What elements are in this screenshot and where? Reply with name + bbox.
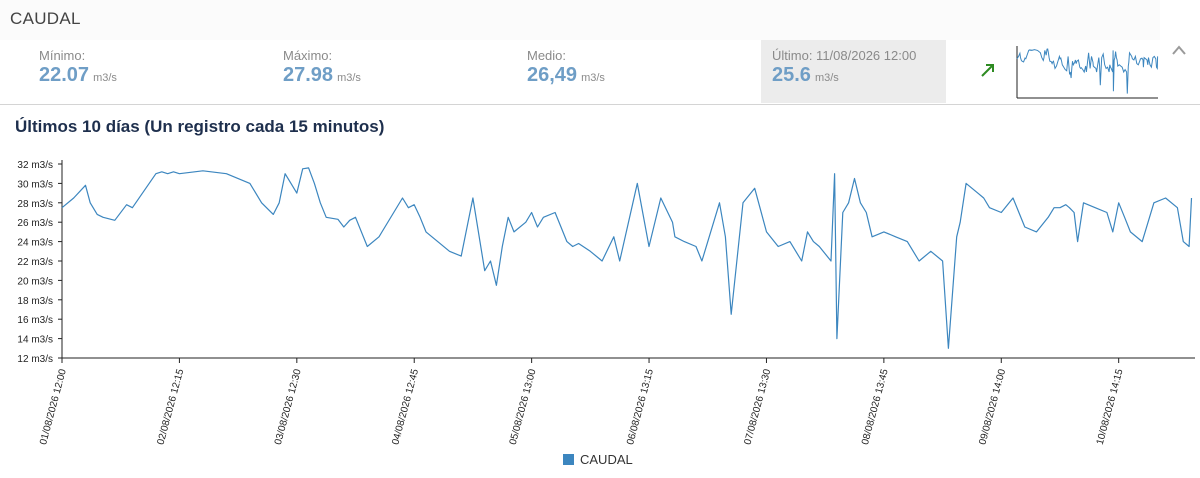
sparkline-chart xyxy=(1016,46,1159,99)
arrow-up-right-icon xyxy=(981,64,994,77)
x-tick-label: 07/08/2026 13:30 xyxy=(743,368,774,445)
y-tick-label: 30 m3/s xyxy=(17,179,53,190)
panel-header xyxy=(0,0,1160,40)
y-tick-label: 12 m3/s xyxy=(17,354,53,365)
legend-item-caudal[interactable]: CAUDAL xyxy=(563,452,633,467)
flow-line-chart: 32 m3/s 30 m3/s 28 m3/s 26 m3/s 24 m3/s 22 m3… xyxy=(17,160,1195,445)
y-tick-label: 26 m3/s xyxy=(17,218,53,229)
series-line-caudal xyxy=(61,167,1193,349)
y-tick-label: 16 m3/s xyxy=(17,315,53,326)
stat-minimum: Mínimo: 22.07 m3/s xyxy=(39,48,117,87)
chevron-up-icon[interactable] xyxy=(1168,40,1190,60)
stat-last-value: 25.6 xyxy=(772,64,811,86)
stat-last: Último: 11/08/2026 12:00 25.6 m3/s xyxy=(772,48,916,87)
stat-maximum: Máximo: 27.98 m3/s xyxy=(283,48,361,87)
y-tick-label: 24 m3/s xyxy=(17,238,53,249)
x-tick-label: 09/08/2026 14:00 xyxy=(977,368,1008,445)
x-tick-label: 05/08/2026 13:00 xyxy=(508,368,539,445)
x-tick-label: 08/08/2026 13:45 xyxy=(860,368,891,445)
stat-last-label: Último: 11/08/2026 12:00 xyxy=(772,48,917,63)
y-tick-label: 18 m3/s xyxy=(17,296,53,307)
x-tick-label: 03/08/2026 12:30 xyxy=(273,368,304,445)
y-tick-label: 28 m3/s xyxy=(17,199,53,210)
stat-mean-unit: m3/s xyxy=(581,72,605,84)
stat-minimum-unit: m3/s xyxy=(93,72,117,84)
stat-maximum-label: Máximo: xyxy=(283,48,333,63)
y-tick-label: 14 m3/s xyxy=(17,335,53,346)
stat-maximum-value: 27.98 xyxy=(283,64,334,86)
y-tick-label: 20 m3/s xyxy=(17,276,53,287)
sparkline-line xyxy=(1016,48,1159,94)
last-reading-box xyxy=(761,40,946,103)
stat-mean: Medio: 26,49 m3/s xyxy=(527,48,605,87)
legend-label: CAUDAL xyxy=(580,452,633,467)
x-tick-label: 02/08/2026 12:15 xyxy=(156,368,187,445)
stat-mean-value: 26,49 xyxy=(527,64,578,86)
section-title: CAUDAL xyxy=(10,9,81,28)
x-tick-label: 01/08/2026 12:00 xyxy=(38,368,69,445)
x-tick-label: 06/08/2026 13:15 xyxy=(625,368,656,445)
header-divider xyxy=(0,104,1200,105)
legend-swatch xyxy=(563,454,574,465)
y-tick-label: 32 m3/s xyxy=(17,160,53,171)
stat-mean-label: Medio: xyxy=(527,48,567,63)
stat-maximum-unit: m3/s xyxy=(337,72,361,84)
y-tick-label: 22 m3/s xyxy=(17,257,53,268)
stat-last-unit: m3/s xyxy=(814,72,839,84)
stat-minimum-label: Mínimo: xyxy=(39,48,86,63)
stat-minimum-value: 22.07 xyxy=(39,64,90,86)
chart-title: Últimos 10 días (Un registro cada 15 min… xyxy=(15,117,385,136)
x-tick-label: 04/08/2026 12:45 xyxy=(390,368,421,445)
x-tick-label: 10/08/2026 14:15 xyxy=(1095,368,1126,445)
